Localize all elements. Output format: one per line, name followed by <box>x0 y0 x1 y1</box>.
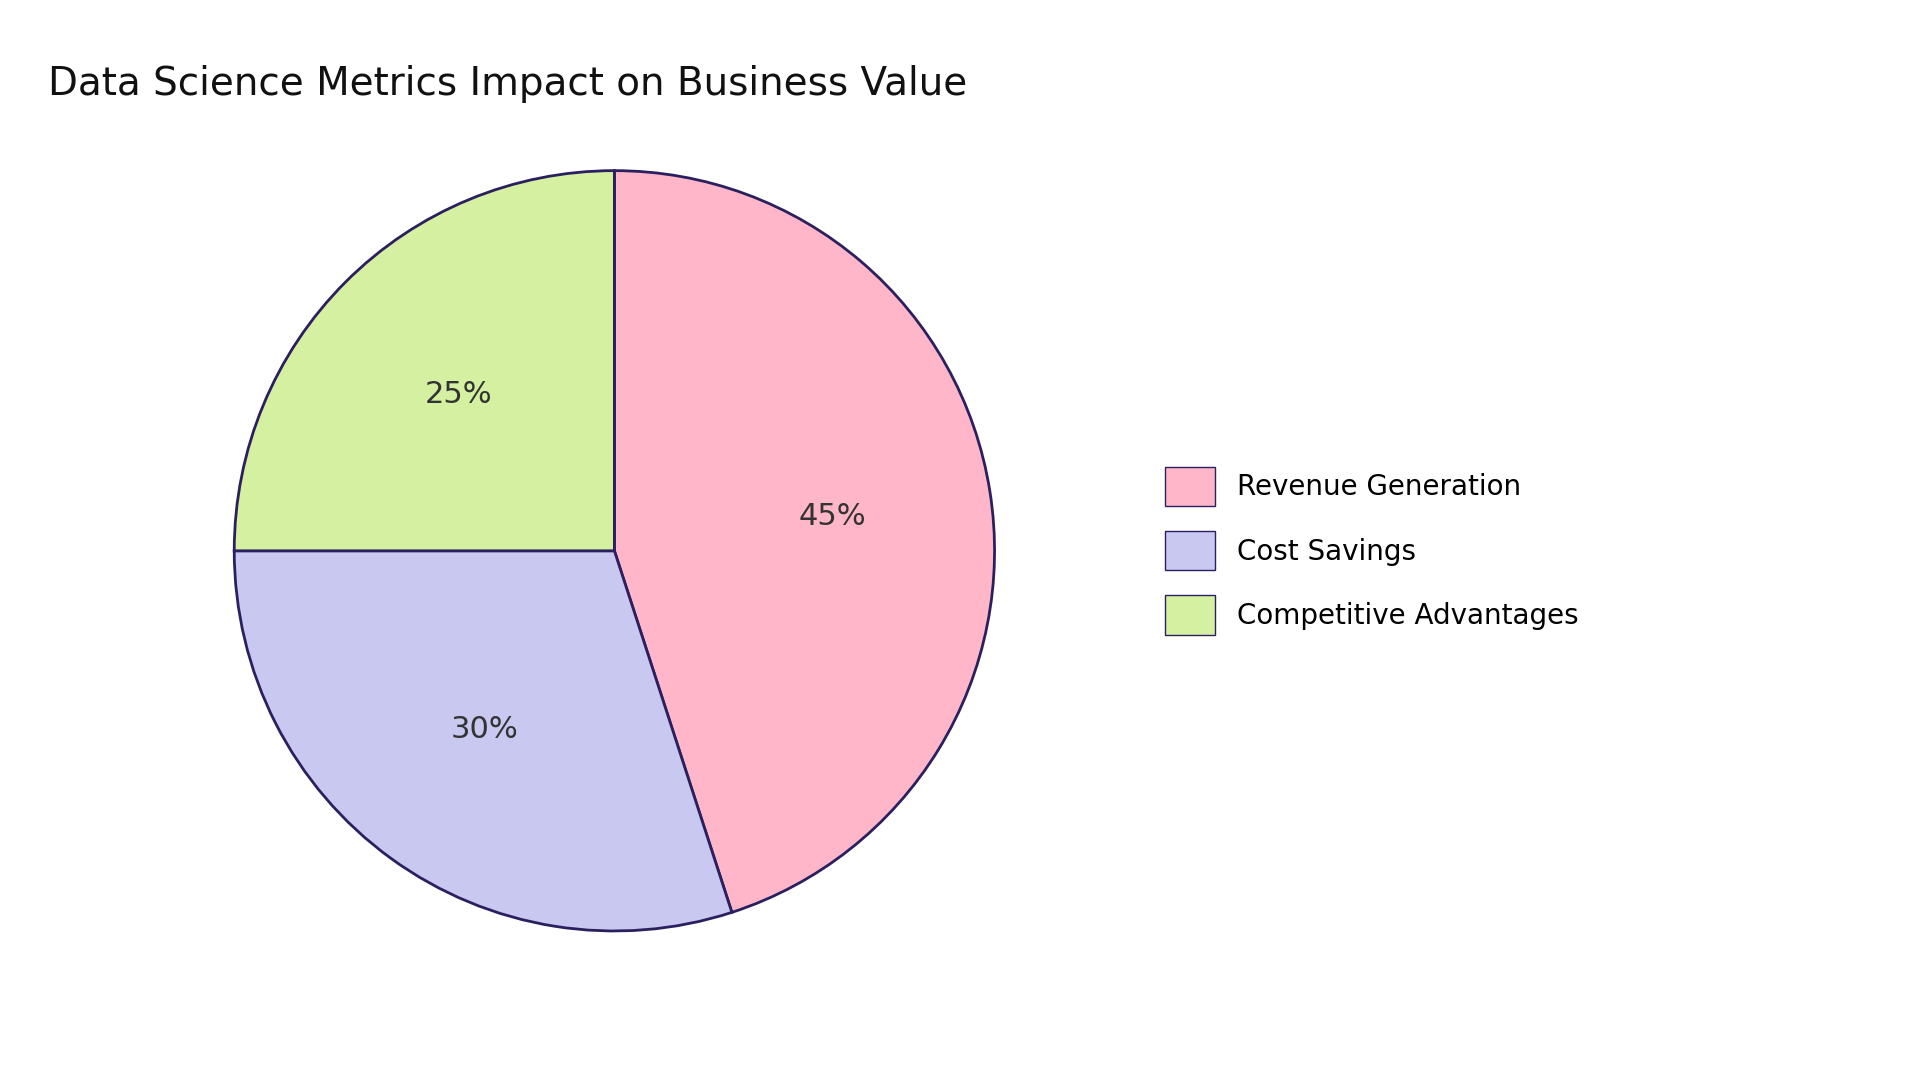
Legend: Revenue Generation, Cost Savings, Competitive Advantages: Revenue Generation, Cost Savings, Compet… <box>1150 453 1592 649</box>
Wedge shape <box>614 171 995 913</box>
Text: 30%: 30% <box>451 715 518 744</box>
Wedge shape <box>234 171 614 551</box>
Wedge shape <box>234 551 732 931</box>
Text: Data Science Metrics Impact on Business Value: Data Science Metrics Impact on Business … <box>48 65 968 103</box>
Text: 25%: 25% <box>424 380 492 409</box>
Text: 45%: 45% <box>799 502 866 530</box>
